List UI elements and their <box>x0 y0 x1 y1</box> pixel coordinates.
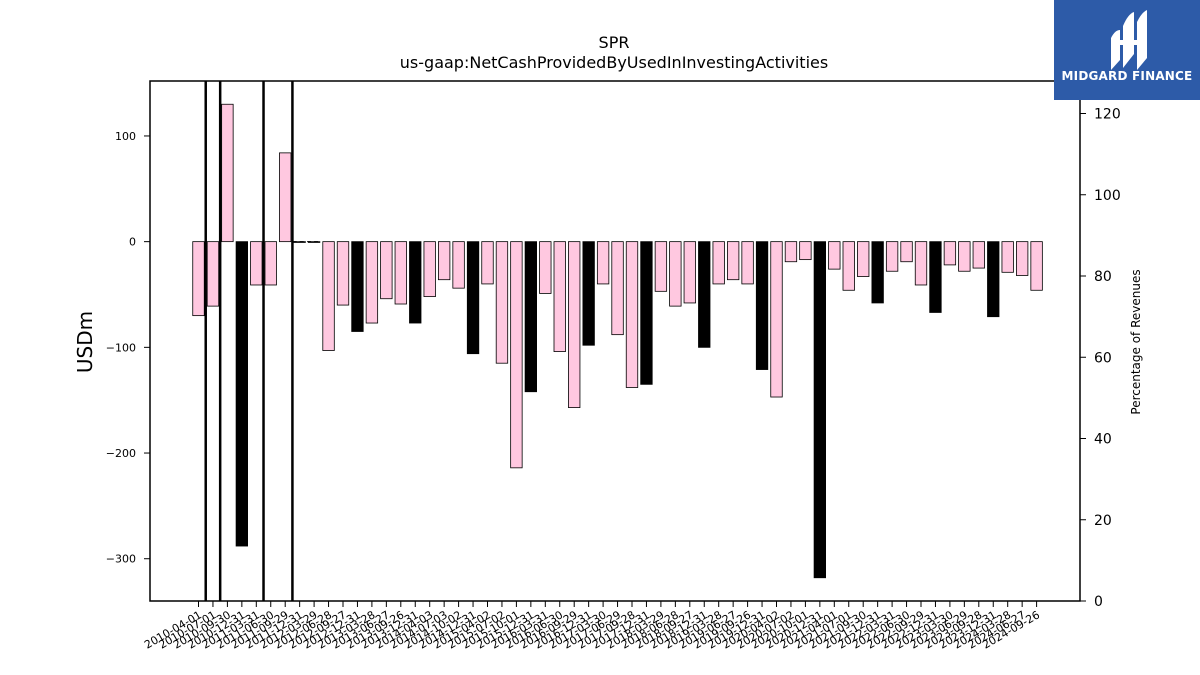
bar-2014-12-31 <box>466 241 480 355</box>
bar-2014-10-02 <box>452 241 465 289</box>
bar-2015-07-02 <box>495 241 509 364</box>
bar-2023-12-31 <box>987 241 1000 318</box>
bar-2010-12-31 <box>235 241 249 547</box>
bar-2022-06-30 <box>900 241 913 263</box>
y2-tick-label: 60 <box>1094 350 1112 366</box>
midgard-logo-icon <box>1111 10 1147 70</box>
bar-2011-06-30 <box>264 241 277 286</box>
bar-2016-09-29 <box>568 241 581 408</box>
plot-frame <box>149 80 1081 602</box>
bar-2013-06-27 <box>380 241 393 300</box>
marker-lines <box>204 81 294 601</box>
bar-2021-09-30 <box>857 241 870 277</box>
bar-2016-03-31 <box>539 241 552 294</box>
bar-2011-03-31 <box>250 241 263 286</box>
chart-subtitle: us-gaap:NetCashProvidedByUsedInInvesting… <box>400 53 828 72</box>
y2-tick-label: 120 <box>1094 107 1121 123</box>
bar-2019-06-27 <box>727 241 740 281</box>
bar-2015-12-31 <box>524 241 537 393</box>
bar-2014-04-03 <box>423 241 436 298</box>
bar-2018-03-29 <box>654 241 668 292</box>
bar-2012-09-27 <box>336 241 350 306</box>
bar-2012-12-31 <box>351 241 364 332</box>
bar-2017-09-28 <box>625 241 639 388</box>
y-axis: 100 0 −100 −200 −300 <box>106 130 150 566</box>
y2-tick-label: 0 <box>1094 594 1103 610</box>
y-tick-label: 0 <box>129 236 136 249</box>
y2-tick-label: 100 <box>1094 188 1121 204</box>
bar-2023-09-28 <box>972 241 985 269</box>
bar-2024-06-27 <box>1016 241 1029 276</box>
bars-group <box>192 103 1043 579</box>
y-tick-label: −300 <box>106 553 136 566</box>
logo-text: MIDGARD FINANCE <box>1061 69 1193 83</box>
bar-2013-12-31 <box>409 241 422 324</box>
y2-axis-label: Percentage of Revenues <box>1129 269 1143 414</box>
bar-2023-03-30 <box>943 241 957 266</box>
bar-2018-12-31 <box>698 241 711 348</box>
bar-2021-07-01 <box>842 241 855 291</box>
bar-2018-06-28 <box>669 241 682 307</box>
bar-2016-12-31 <box>582 241 595 346</box>
bar-2019-03-28 <box>712 241 725 285</box>
bar-2016-06-30 <box>553 241 566 352</box>
bar-2022-12-31 <box>929 241 942 313</box>
bar-2014-07-03 <box>437 241 451 281</box>
x-axis: 2010-04-012010-07-012010-09-302010-12-31… <box>142 601 1042 652</box>
y-tick-label: −200 <box>106 447 136 460</box>
bar-2018-09-27 <box>683 241 696 304</box>
chart-title: SPR <box>599 33 630 52</box>
bar-2017-03-30 <box>596 241 610 285</box>
bar-2011-09-29 <box>279 152 292 243</box>
y2-tick-label: 80 <box>1094 269 1112 285</box>
bar-2020-12-31 <box>813 241 826 579</box>
bar-2020-10-01 <box>799 241 812 261</box>
bar-2015-04-02 <box>481 241 494 285</box>
bar-2017-12-31 <box>640 241 653 385</box>
bar-2023-06-29 <box>958 241 971 272</box>
bar-2019-09-26 <box>741 241 754 285</box>
bar-2010-09-30 <box>221 103 234 243</box>
y2-axis: 0 20 40 60 80 100 120 <box>1080 107 1121 610</box>
bar-2022-03-31 <box>885 241 899 272</box>
bar-2010-07-01 <box>206 241 220 307</box>
bar-2017-06-29 <box>611 241 624 336</box>
bar-2022-09-29 <box>914 241 928 286</box>
bar-2019-12-31 <box>755 241 769 370</box>
bar-2021-04-01 <box>828 241 841 270</box>
bar-2013-09-26 <box>394 241 407 305</box>
bar-2013-03-28 <box>365 241 379 324</box>
bar-2020-07-02 <box>784 241 798 263</box>
bar-2024-09-26 <box>1030 241 1043 291</box>
bar-2021-12-31 <box>871 241 884 304</box>
y-tick-label: −100 <box>106 341 136 354</box>
bar-2024-03-28 <box>1001 241 1014 273</box>
y-tick-label: 100 <box>115 130 136 143</box>
logo: MIDGARD FINANCE <box>1054 0 1200 100</box>
bar-2010-04-01 <box>192 241 205 317</box>
y-axis-label: USDm <box>73 311 97 373</box>
bar-2020-04-02 <box>770 241 783 398</box>
y2-tick-label: 20 <box>1094 513 1112 529</box>
y2-tick-label: 40 <box>1094 432 1112 448</box>
bar-2012-06-28 <box>322 241 335 351</box>
bar-2015-10-01 <box>510 241 523 469</box>
